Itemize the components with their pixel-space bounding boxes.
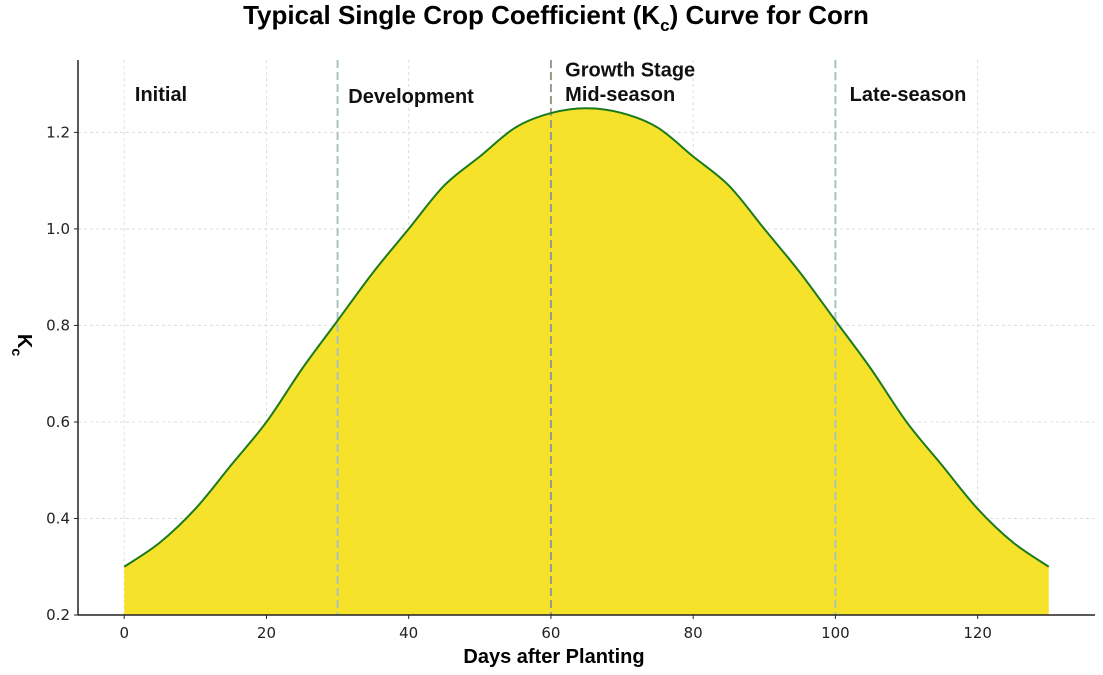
y-tick-label: 0.6	[46, 413, 70, 431]
axes	[77, 60, 1095, 616]
stage-labels: Initial Development Growth StageMid-season…	[135, 60, 966, 109]
kc-area-fill	[124, 108, 1049, 616]
x-tick-label: 20	[257, 624, 276, 642]
y-ticks: 0.2 0.4 0.6 0.8 1.0 1.2	[46, 123, 78, 624]
stage-label: Development	[348, 86, 474, 108]
x-tick-label: 100	[821, 624, 850, 642]
x-tick-label: 40	[399, 624, 418, 642]
y-axis-label: Kc	[9, 334, 35, 356]
chart-title: Typical Single Crop Coefficient (Kc) Cur…	[243, 0, 869, 35]
x-tick-label: 80	[684, 624, 703, 642]
y-tick-label: 1.2	[46, 123, 70, 141]
x-axis-label: Days after Planting	[463, 646, 644, 668]
stage-label: Initial	[135, 84, 187, 106]
y-tick-label: 1.0	[46, 220, 70, 238]
kc-curve-line	[123, 107, 1050, 568]
stage-label: Growth Stage	[565, 60, 695, 82]
stage-boundaries	[336, 60, 837, 615]
stage-label: Mid-season	[565, 84, 675, 106]
x-ticks: 0 20 40 60 80 100 120	[119, 615, 992, 642]
x-tick-label: 0	[119, 624, 129, 642]
x-tick-label: 120	[963, 624, 992, 642]
y-tick-label: 0.8	[46, 316, 70, 334]
x-tick-label: 60	[541, 624, 560, 642]
y-tick-label: 0.4	[46, 509, 70, 527]
y-tick-label: 0.2	[46, 606, 70, 624]
stage-label: Late-season	[850, 84, 967, 106]
